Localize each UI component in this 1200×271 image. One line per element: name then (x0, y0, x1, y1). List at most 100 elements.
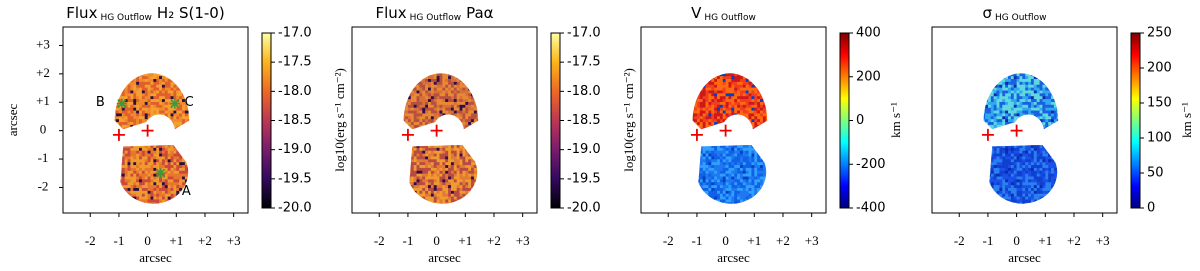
map-pixel (688, 79, 691, 82)
map-pixel (460, 113, 463, 116)
map-pixel (191, 165, 194, 168)
colorbar-tick-label: 200 (856, 69, 881, 84)
map-pixel (465, 197, 468, 200)
map-pixel (1028, 85, 1031, 88)
map-pixel (1051, 79, 1054, 82)
map-pixel (997, 93, 1000, 96)
map-pixel (116, 168, 119, 171)
map-pixel (136, 85, 139, 88)
map-pixel (728, 177, 731, 180)
map-pixel (422, 154, 425, 157)
map-pixel (128, 119, 131, 122)
map-pixel (717, 205, 720, 208)
map-pixel (425, 171, 428, 174)
map-pixel (999, 85, 1002, 88)
map-pixel (125, 188, 128, 191)
map-pixel (766, 162, 769, 165)
map-pixel (139, 82, 142, 85)
map-pixel (740, 116, 743, 119)
map-pixel (723, 171, 726, 174)
map-pixel (697, 90, 700, 93)
map-pixel (1028, 154, 1031, 157)
map-pixel (116, 185, 119, 188)
map-pixel (1051, 119, 1054, 122)
map-pixel (769, 194, 772, 197)
map-pixel (191, 151, 194, 154)
map-pixel (731, 108, 734, 111)
map-pixel (1017, 111, 1020, 114)
map-pixel (431, 199, 434, 202)
map-pixel (176, 191, 179, 194)
map-pixel (769, 96, 772, 99)
map-region (979, 68, 1063, 132)
map-pixel (1034, 116, 1037, 119)
map-pixel (454, 165, 457, 168)
map-pixel (171, 116, 174, 119)
map-pixel (130, 82, 133, 85)
map-pixel (191, 128, 194, 131)
map-pixel (437, 165, 440, 168)
map-pixel (431, 85, 434, 88)
map-pixel (156, 205, 159, 208)
map-pixel (434, 142, 437, 145)
map-pixel (1045, 111, 1048, 114)
map-pixel (176, 128, 179, 131)
map-pixel (711, 102, 714, 105)
map-pixel (723, 185, 726, 188)
map-pixel (191, 156, 194, 159)
map-pixel (162, 154, 165, 157)
map-pixel (706, 79, 709, 82)
map-pixel (706, 125, 709, 128)
map-pixel (711, 165, 714, 168)
map-pixel (754, 156, 757, 159)
map-pixel (979, 151, 982, 154)
map-pixel (399, 159, 402, 162)
map-pixel (148, 188, 151, 191)
map-pixel (691, 151, 694, 154)
map-pixel (139, 162, 142, 165)
map-pixel (168, 105, 171, 108)
map-pixel (439, 199, 442, 202)
map-pixel (133, 116, 136, 119)
map-pixel (130, 194, 133, 197)
map-pixel (431, 105, 434, 108)
map-pixel (145, 208, 148, 211)
map-pixel (728, 202, 731, 205)
map-pixel (116, 96, 119, 99)
map-pixel (731, 142, 734, 145)
map-pixel (711, 79, 714, 82)
map-pixel (437, 70, 440, 73)
map-pixel (734, 128, 737, 131)
map-pixel (694, 208, 697, 211)
map-pixel (694, 125, 697, 128)
map-pixel (477, 73, 480, 76)
map-pixel (425, 68, 428, 71)
map-pixel (737, 197, 740, 200)
map-pixel (708, 108, 711, 111)
map-pixel (414, 79, 417, 82)
map-pixel (460, 70, 463, 73)
map-pixel (982, 93, 985, 96)
map-pixel (185, 179, 188, 182)
map-pixel (445, 202, 448, 205)
map-pixel (142, 105, 145, 108)
map-pixel (411, 171, 414, 174)
map-pixel (182, 174, 185, 177)
map-pixel (405, 188, 408, 191)
map-pixel (179, 151, 182, 154)
map-pixel (159, 159, 162, 162)
map-pixel (148, 177, 151, 180)
x-tick-label: +1 (747, 233, 761, 248)
map-pixel (159, 125, 162, 128)
map-pixel (999, 79, 1002, 82)
map-pixel (417, 90, 420, 93)
map-pixel (171, 108, 174, 111)
map-pixel (1045, 156, 1048, 159)
map-pixel (142, 93, 145, 96)
map-pixel (688, 197, 691, 200)
map-pixel (185, 68, 188, 71)
map-pixel (405, 197, 408, 200)
map-pixel (445, 162, 448, 165)
map-pixel (731, 174, 734, 177)
map-pixel (1042, 116, 1045, 119)
